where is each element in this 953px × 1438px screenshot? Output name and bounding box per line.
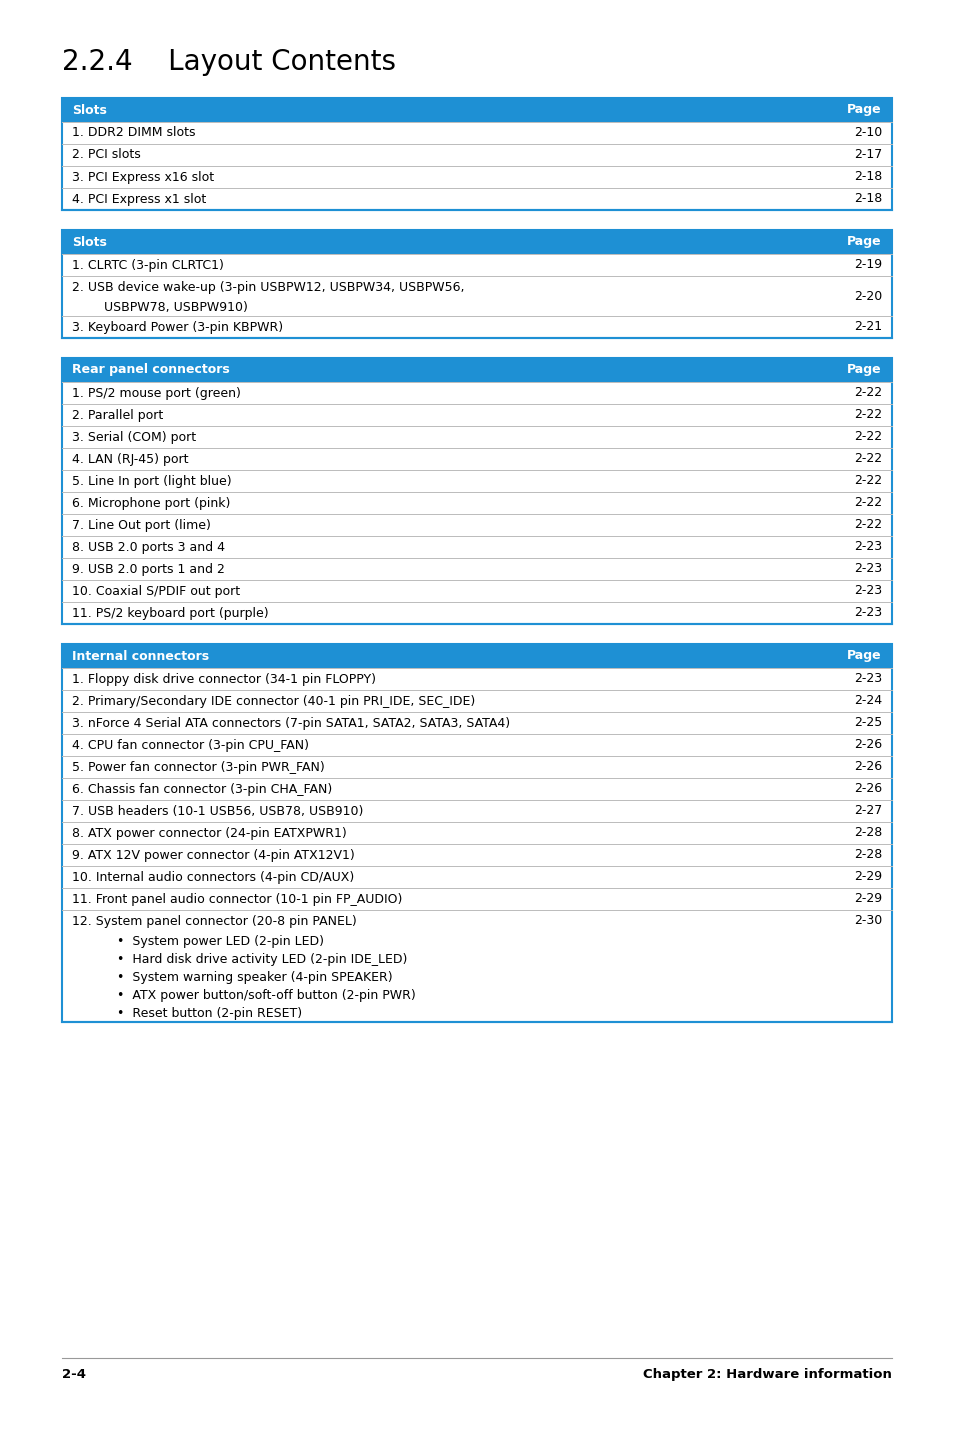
Text: 2-22: 2-22 — [853, 430, 882, 443]
Text: 2-26: 2-26 — [853, 739, 882, 752]
Text: 10. Coaxial S/PDIF out port: 10. Coaxial S/PDIF out port — [71, 584, 240, 598]
Text: •  Reset button (2-pin RESET): • Reset button (2-pin RESET) — [117, 1007, 302, 1020]
Text: •  ATX power button/soft-off button (2-pin PWR): • ATX power button/soft-off button (2-pi… — [117, 988, 416, 1001]
Text: 2-23: 2-23 — [853, 541, 882, 554]
Text: 4. CPU fan connector (3-pin CPU_FAN): 4. CPU fan connector (3-pin CPU_FAN) — [71, 739, 309, 752]
Text: 2-30: 2-30 — [853, 915, 882, 928]
Text: 2-28: 2-28 — [853, 848, 882, 861]
Bar — [62, 98, 891, 210]
Text: 4. PCI Express x1 slot: 4. PCI Express x1 slot — [71, 193, 206, 206]
Text: 2-19: 2-19 — [853, 259, 882, 272]
Text: 10. Internal audio connectors (4-pin CD/AUX): 10. Internal audio connectors (4-pin CD/… — [71, 870, 354, 883]
Text: 8. ATX power connector (24-pin EATXPWR1): 8. ATX power connector (24-pin EATXPWR1) — [71, 827, 346, 840]
Text: 2-23: 2-23 — [853, 607, 882, 620]
Text: 2-10: 2-10 — [853, 127, 882, 139]
Text: 2.2.4    Layout Contents: 2.2.4 Layout Contents — [62, 47, 395, 76]
Bar — [62, 98, 891, 122]
Text: 3. PCI Express x16 slot: 3. PCI Express x16 slot — [71, 171, 213, 184]
Text: 1. PS/2 mouse port (green): 1. PS/2 mouse port (green) — [71, 387, 240, 400]
Text: •  System power LED (2-pin LED): • System power LED (2-pin LED) — [117, 935, 324, 948]
Text: 2-22: 2-22 — [853, 496, 882, 509]
Text: Chapter 2: Hardware information: Chapter 2: Hardware information — [642, 1368, 891, 1380]
Text: 3. Serial (COM) port: 3. Serial (COM) port — [71, 430, 196, 443]
Text: Page: Page — [846, 650, 882, 663]
Text: 2-22: 2-22 — [853, 453, 882, 466]
Text: 2-21: 2-21 — [853, 321, 882, 334]
Text: 2-23: 2-23 — [853, 584, 882, 598]
Text: 2-24: 2-24 — [853, 695, 882, 707]
Text: 2-22: 2-22 — [853, 387, 882, 400]
Text: 2-20: 2-20 — [853, 289, 882, 302]
Text: 1. Floppy disk drive connector (34-1 pin FLOPPY): 1. Floppy disk drive connector (34-1 pin… — [71, 673, 375, 686]
Bar — [62, 230, 891, 255]
Text: 9. ATX 12V power connector (4-pin ATX12V1): 9. ATX 12V power connector (4-pin ATX12V… — [71, 848, 355, 861]
Text: 6. Microphone port (pink): 6. Microphone port (pink) — [71, 496, 230, 509]
Text: Page: Page — [846, 236, 882, 249]
Text: Page: Page — [846, 364, 882, 377]
Text: USBPW78, USBPW910): USBPW78, USBPW910) — [71, 301, 248, 313]
Text: 1. DDR2 DIMM slots: 1. DDR2 DIMM slots — [71, 127, 195, 139]
Text: 5. Line In port (light blue): 5. Line In port (light blue) — [71, 475, 232, 487]
Text: 9. USB 2.0 ports 1 and 2: 9. USB 2.0 ports 1 and 2 — [71, 562, 225, 575]
Text: 2. PCI slots: 2. PCI slots — [71, 148, 141, 161]
Text: 3. Keyboard Power (3-pin KBPWR): 3. Keyboard Power (3-pin KBPWR) — [71, 321, 283, 334]
Text: 5. Power fan connector (3-pin PWR_FAN): 5. Power fan connector (3-pin PWR_FAN) — [71, 761, 324, 774]
Text: 2-27: 2-27 — [853, 804, 882, 817]
Text: Internal connectors: Internal connectors — [71, 650, 209, 663]
Text: 2-26: 2-26 — [853, 782, 882, 795]
Bar — [62, 358, 891, 383]
Text: 2-22: 2-22 — [853, 475, 882, 487]
Text: 2-29: 2-29 — [853, 870, 882, 883]
Text: Rear panel connectors: Rear panel connectors — [71, 364, 230, 377]
Text: 2-26: 2-26 — [853, 761, 882, 774]
Text: 11. Front panel audio connector (10-1 pin FP_AUDIO): 11. Front panel audio connector (10-1 pi… — [71, 893, 402, 906]
Text: 2-18: 2-18 — [853, 193, 882, 206]
Text: 2-25: 2-25 — [853, 716, 882, 729]
Text: 3. nForce 4 Serial ATA connectors (7-pin SATA1, SATA2, SATA3, SATA4): 3. nForce 4 Serial ATA connectors (7-pin… — [71, 716, 510, 729]
Text: 7. Line Out port (lime): 7. Line Out port (lime) — [71, 519, 211, 532]
Text: 2-23: 2-23 — [853, 562, 882, 575]
Text: 1. CLRTC (3-pin CLRTC1): 1. CLRTC (3-pin CLRTC1) — [71, 259, 224, 272]
Text: 11. PS/2 keyboard port (purple): 11. PS/2 keyboard port (purple) — [71, 607, 269, 620]
Text: 2. USB device wake-up (3-pin USBPW12, USBPW34, USBPW56,: 2. USB device wake-up (3-pin USBPW12, US… — [71, 280, 464, 293]
Text: 4. LAN (RJ-45) port: 4. LAN (RJ-45) port — [71, 453, 189, 466]
Text: Page: Page — [846, 104, 882, 116]
Text: 7. USB headers (10-1 USB56, USB78, USB910): 7. USB headers (10-1 USB56, USB78, USB91… — [71, 804, 363, 817]
Text: 8. USB 2.0 ports 3 and 4: 8. USB 2.0 ports 3 and 4 — [71, 541, 225, 554]
Text: 2-4: 2-4 — [62, 1368, 86, 1380]
Text: 2. Primary/Secondary IDE connector (40-1 pin PRI_IDE, SEC_IDE): 2. Primary/Secondary IDE connector (40-1… — [71, 695, 475, 707]
Bar — [62, 230, 891, 338]
Text: 6. Chassis fan connector (3-pin CHA_FAN): 6. Chassis fan connector (3-pin CHA_FAN) — [71, 782, 332, 795]
Text: 2-17: 2-17 — [853, 148, 882, 161]
Bar — [62, 358, 891, 624]
Text: •  Hard disk drive activity LED (2-pin IDE_LED): • Hard disk drive activity LED (2-pin ID… — [117, 952, 407, 965]
Text: Slots: Slots — [71, 236, 107, 249]
Text: 2-23: 2-23 — [853, 673, 882, 686]
Text: 2. Parallel port: 2. Parallel port — [71, 408, 163, 421]
Text: 2-28: 2-28 — [853, 827, 882, 840]
Text: 2-18: 2-18 — [853, 171, 882, 184]
Text: 2-22: 2-22 — [853, 408, 882, 421]
Text: 2-22: 2-22 — [853, 519, 882, 532]
Bar — [62, 644, 891, 1022]
Bar — [62, 644, 891, 669]
Text: 12. System panel connector (20-8 pin PANEL): 12. System panel connector (20-8 pin PAN… — [71, 915, 356, 928]
Text: Slots: Slots — [71, 104, 107, 116]
Text: •  System warning speaker (4-pin SPEAKER): • System warning speaker (4-pin SPEAKER) — [117, 971, 393, 984]
Text: 2-29: 2-29 — [853, 893, 882, 906]
